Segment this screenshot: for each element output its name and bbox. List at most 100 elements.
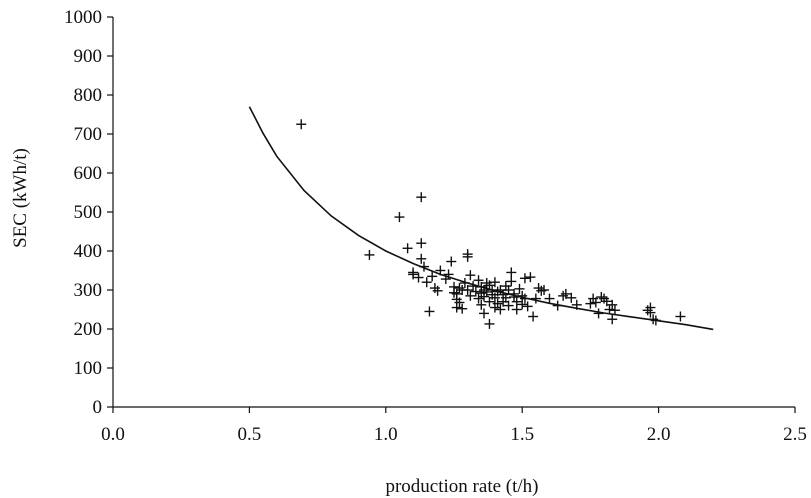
data-point bbox=[489, 292, 500, 303]
data-point bbox=[533, 283, 544, 294]
x-tick-label: 1.0 bbox=[374, 424, 398, 445]
data-point bbox=[511, 296, 522, 307]
y-tick-label: 0 bbox=[93, 397, 103, 418]
data-point bbox=[552, 300, 563, 311]
data-point bbox=[607, 299, 618, 310]
y-tick-label: 600 bbox=[74, 163, 103, 184]
data-point bbox=[590, 297, 601, 308]
data-point bbox=[473, 275, 484, 286]
data-point bbox=[454, 283, 465, 294]
data-point bbox=[470, 286, 481, 297]
data-point bbox=[465, 290, 476, 301]
data-point bbox=[454, 297, 465, 308]
data-point bbox=[503, 300, 514, 311]
x-tick-label: 0.0 bbox=[101, 424, 125, 445]
data-point bbox=[394, 212, 405, 223]
x-tick-label: 1.5 bbox=[510, 424, 534, 445]
data-point bbox=[492, 298, 503, 309]
data-point bbox=[650, 315, 661, 326]
data-point bbox=[462, 285, 473, 295]
x-axis-ticks: 0.0 0.5 1.0 1.5 2.0 2.5 bbox=[101, 407, 807, 445]
data-point bbox=[645, 302, 656, 313]
data-point bbox=[648, 314, 659, 325]
y-tick-label: 900 bbox=[74, 46, 103, 67]
y-tick-label: 100 bbox=[74, 358, 103, 379]
data-point bbox=[528, 311, 539, 322]
data-point bbox=[451, 302, 462, 313]
data-point bbox=[296, 119, 307, 130]
data-point bbox=[607, 314, 618, 325]
data-point bbox=[416, 192, 427, 203]
data-point bbox=[571, 299, 582, 310]
y-tick-label: 400 bbox=[74, 241, 103, 262]
data-point bbox=[560, 288, 571, 299]
data-point bbox=[429, 283, 440, 294]
data-point bbox=[468, 281, 479, 292]
data-point bbox=[566, 292, 577, 303]
data-point bbox=[459, 277, 470, 288]
data-point bbox=[517, 290, 528, 301]
data-point bbox=[596, 292, 607, 303]
data-point bbox=[500, 292, 511, 303]
data-point bbox=[544, 293, 555, 304]
data-point bbox=[435, 265, 446, 276]
data-point bbox=[506, 276, 517, 287]
x-tick-label: 2.5 bbox=[783, 424, 807, 445]
y-axis-title: SEC (kWh/t) bbox=[10, 148, 31, 248]
data-point bbox=[418, 261, 429, 272]
y-tick-label: 700 bbox=[74, 124, 103, 145]
data-point bbox=[530, 293, 541, 304]
data-point bbox=[473, 293, 484, 304]
data-point bbox=[484, 318, 495, 329]
data-point bbox=[476, 299, 487, 310]
data-point bbox=[609, 305, 620, 316]
data-point bbox=[675, 311, 686, 322]
data-point bbox=[601, 296, 612, 307]
data-point bbox=[585, 298, 596, 309]
data-point bbox=[503, 285, 514, 295]
data-point bbox=[558, 290, 569, 301]
y-tick-label: 1000 bbox=[64, 7, 102, 28]
data-point bbox=[519, 293, 530, 304]
data-point bbox=[539, 285, 550, 295]
data-point bbox=[484, 296, 495, 307]
data-point bbox=[593, 308, 604, 319]
data-point bbox=[424, 306, 435, 317]
data-point bbox=[536, 285, 547, 296]
data-point bbox=[479, 308, 490, 319]
data-point bbox=[449, 281, 459, 292]
y-tick-label: 200 bbox=[74, 319, 103, 340]
data-point bbox=[364, 249, 375, 260]
data-point bbox=[416, 253, 427, 264]
data-point bbox=[421, 277, 432, 288]
data-point bbox=[481, 286, 492, 297]
data-point bbox=[457, 303, 468, 314]
data-point bbox=[522, 301, 533, 312]
data-point bbox=[413, 272, 424, 283]
x-axis-title: production rate (t/h) bbox=[385, 476, 538, 497]
plot-area: 0.0 0.5 1.0 1.5 2.0 2.5 0 100 200 300 400 500 600 70… bbox=[64, 7, 807, 445]
data-point bbox=[642, 305, 653, 316]
data-point bbox=[416, 238, 427, 249]
data-point bbox=[462, 251, 473, 262]
y-tick-label: 300 bbox=[74, 280, 103, 301]
data-point bbox=[489, 277, 500, 288]
data-point bbox=[432, 285, 443, 296]
data-point bbox=[427, 271, 438, 282]
data-point bbox=[465, 270, 476, 281]
data-point bbox=[408, 269, 419, 280]
y-tick-label: 500 bbox=[74, 202, 103, 223]
x-tick-label: 0.5 bbox=[238, 424, 262, 445]
data-point bbox=[446, 256, 457, 267]
y-axis-ticks: 0 100 200 300 400 500 600 700 800 900 1000 bbox=[64, 7, 113, 418]
data-point bbox=[495, 304, 506, 315]
data-point bbox=[519, 273, 530, 284]
y-tick-label: 800 bbox=[74, 85, 103, 106]
data-point bbox=[517, 299, 528, 310]
data-point bbox=[514, 283, 525, 294]
data-point bbox=[506, 267, 517, 278]
data-point bbox=[443, 269, 454, 280]
data-point bbox=[525, 272, 536, 283]
data-point bbox=[402, 243, 413, 254]
